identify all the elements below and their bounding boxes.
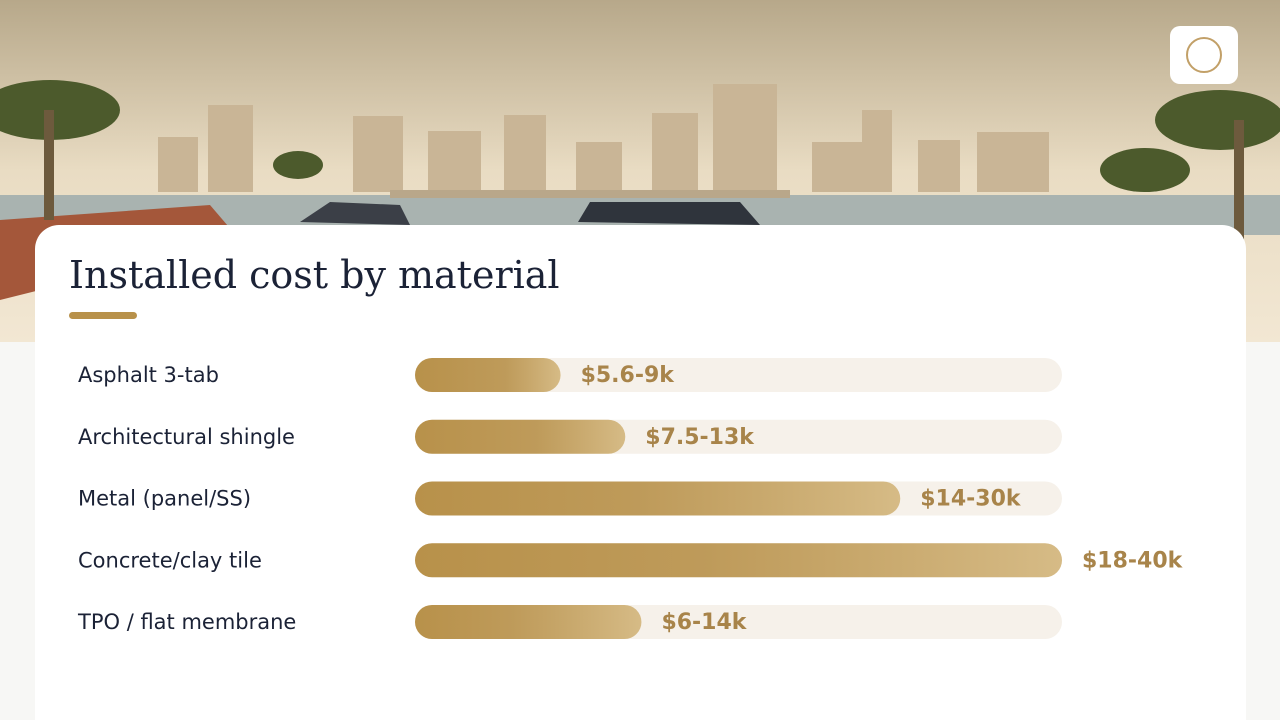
logo [1186, 37, 1222, 73]
chart-title: Installed cost by material [69, 253, 560, 297]
title-underline [69, 312, 137, 319]
value-label: $7.5-13k [645, 425, 755, 450]
value-label: $6-14k [661, 610, 747, 635]
logo-box [1170, 26, 1238, 84]
card [35, 225, 1246, 720]
bar [415, 543, 1062, 578]
bar-track [415, 358, 1062, 392]
bar [415, 358, 561, 392]
plot: Asphalt 3-tab $5.6-9k Architectural shingl… [77, 358, 1184, 639]
value-label: $14-30k [920, 487, 1022, 512]
value-label: $18-40k [1082, 548, 1184, 573]
category-label: TPO / flat membrane [77, 610, 296, 634]
value-label: $5.6-9k [581, 363, 676, 388]
category-label: Metal (panel/SS) [78, 487, 251, 511]
bar [415, 605, 642, 639]
bar [415, 419, 626, 454]
bar [415, 481, 901, 516]
category-label: Architectural shingle [78, 425, 295, 449]
category-label: Asphalt 3-tab [78, 363, 219, 387]
category-label: Concrete/clay tile [78, 548, 262, 572]
